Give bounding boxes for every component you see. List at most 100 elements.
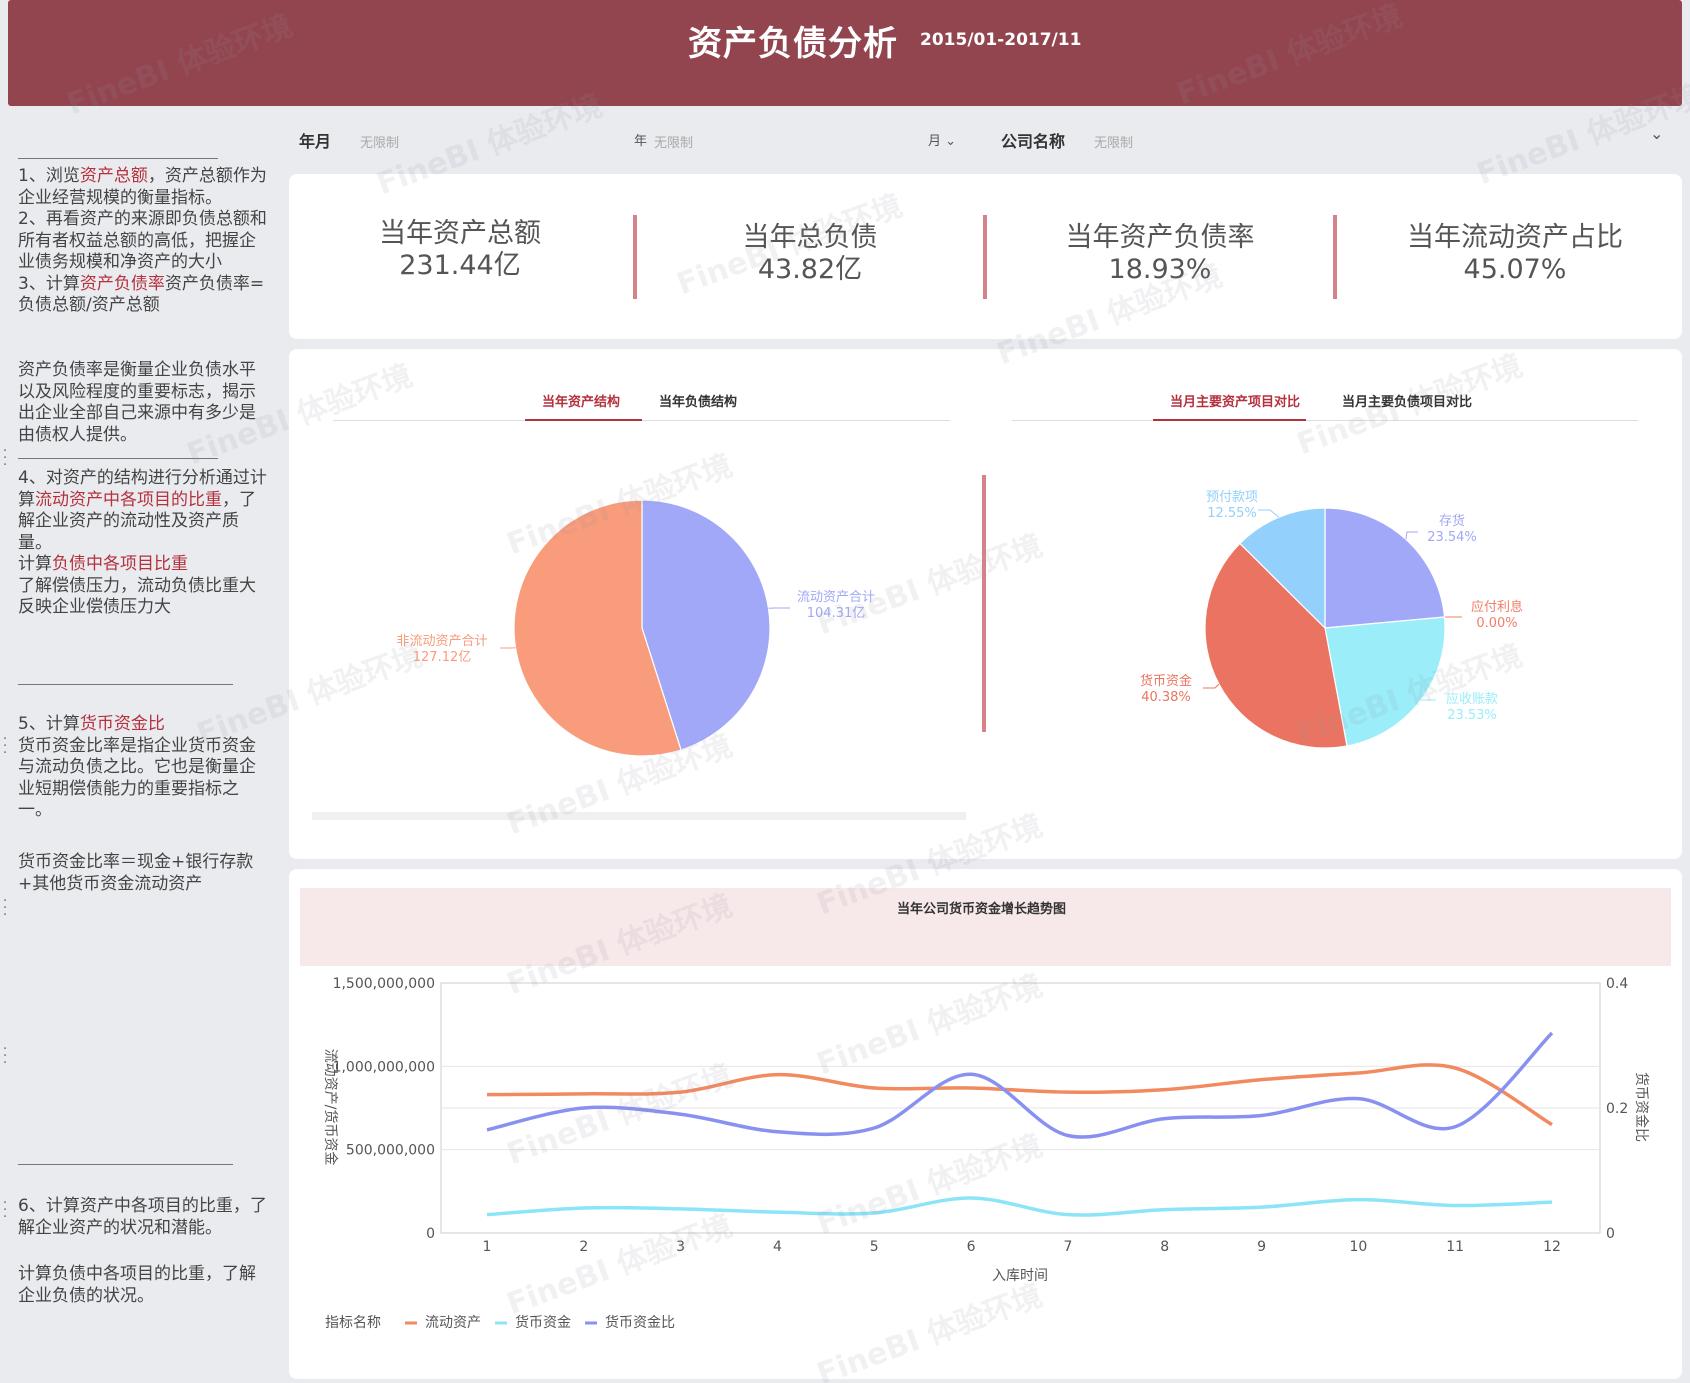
pie-slice[interactable] [641, 499, 771, 751]
x-tick-label: 3 [676, 1239, 685, 1255]
legend-item[interactable]: 货币资金比 [605, 1314, 675, 1331]
chart-title: 当年公司货币资金增长趋势图 [897, 902, 1067, 917]
y2-tick-label: 0.2 [1606, 1101, 1628, 1117]
x-tick-label: 6 [967, 1239, 976, 1255]
x-tick-label: 2 [579, 1239, 588, 1255]
divider [18, 158, 218, 159]
series-line[interactable] [486, 1196, 1553, 1217]
x-tick-label: 11 [1446, 1239, 1464, 1255]
chart-title-bar [300, 888, 1671, 966]
legend-item[interactable]: 货币资金 [515, 1314, 571, 1331]
filter-year-month-input[interactable]: 无限制 [360, 136, 400, 151]
legend-item[interactable]: 流动资产 [425, 1315, 481, 1331]
filter-year-input[interactable]: 无限制 [654, 136, 694, 151]
y-tick-label: 500,000,000 [346, 1143, 435, 1159]
x-tick-label: 7 [1063, 1239, 1072, 1255]
pie-slice[interactable] [1239, 507, 1326, 630]
dashboard-header: 资产负债分析 2015/01-2017/11 [8, 0, 1682, 106]
tab-main-liabilities-compare[interactable]: 当月主要负债项目对比 [1342, 395, 1473, 410]
tab-asset-structure[interactable]: 当年资产结构 [542, 395, 621, 410]
tab-bar-right [1012, 420, 1638, 421]
kpi-total-liabilities: 当年总负债 43.82亿 [742, 222, 878, 285]
pie-label-value: 104.31亿 [807, 606, 866, 621]
pie-label-name: 存货 [1439, 513, 1465, 529]
x-tick-label: 9 [1257, 1239, 1266, 1255]
pie-leader-line [1258, 509, 1280, 518]
kpi-current-asset-ratio: 当年流动资产占比 45.07% [1407, 222, 1623, 285]
pie-label-name: 货币资金 [1140, 673, 1192, 689]
kpi-debt-ratio: 当年资产负债率 18.93% [1065, 222, 1255, 285]
filter-year-month-label: 年月 [299, 132, 332, 151]
kpi-divider [983, 215, 987, 299]
pie-leader-line [1203, 683, 1220, 689]
x-tick-label: 5 [870, 1239, 879, 1255]
kpi-total-assets: 当年资产总额 231.44亿 [379, 218, 541, 281]
x-tick-label: 4 [773, 1239, 782, 1255]
pie-label-value: 23.54% [1427, 530, 1477, 545]
pie-label-name: 预付款项 [1206, 490, 1258, 505]
divider [18, 684, 233, 685]
x-tick-label: 8 [1160, 1239, 1169, 1255]
filter-company-input[interactable]: 无限制 [1094, 136, 1134, 151]
pie-label-name: 应付利息 [1471, 599, 1523, 615]
pie-label-value: 127.12亿 [413, 650, 472, 665]
drag-handle[interactable]: · · · [3, 1196, 8, 1225]
x-tick-label: 10 [1349, 1239, 1367, 1255]
filter-company-label: 公司名称 [1001, 132, 1066, 151]
note-7: 计算负债中各项目的比重，了解企业负债的状况。 [18, 1264, 256, 1306]
pie-leader-line [1405, 531, 1418, 540]
kpi-divider [633, 215, 637, 299]
note-4: 5、计算货币资金比 货币资金比率是指企业货币资金与流动负债之比。它也是衡量企业短… [18, 714, 256, 820]
x-tick-label: 1 [483, 1239, 492, 1255]
pie-label-name: 流动资产合计 [797, 590, 875, 605]
page-title: 资产负债分析 [688, 24, 898, 64]
sidebar-notes: 1、浏览资产总额，资产总额作为企业经营规模的衡量指标。 2、再看资产的来源即负债… [0, 108, 285, 1383]
divider [18, 458, 218, 459]
drag-handle[interactable]: · · · [3, 1042, 8, 1071]
x-axis-label: 入库时间 [992, 1268, 1048, 1284]
legend-title: 指标名称 [325, 1315, 381, 1331]
date-range: 2015/01-2017/11 [920, 30, 1082, 50]
filter-month-select[interactable]: 月 ⌄ [928, 134, 957, 149]
y-tick-label: 0 [426, 1226, 435, 1242]
note-2: 资产负债率是衡量企业负债水平以及风险程度的重要标志，揭示出企业全部自己来源中有多… [18, 360, 256, 445]
series-line[interactable] [486, 1063, 1553, 1127]
tab-active-indicator [525, 419, 642, 421]
note-5: 货币资金比率＝现金+银行存款+其他货币资金流动资产 [18, 852, 254, 894]
pie-label-value: 23.53% [1447, 708, 1497, 723]
pie-label-value: 12.55% [1207, 506, 1257, 521]
note-1: 1、浏览资产总额，资产总额作为企业经营规模的衡量指标。 2、再看资产的来源即负债… [18, 166, 267, 315]
y2-axis-label: 货币资金比 [1633, 1072, 1650, 1142]
chevron-down-icon: ⌄ [945, 134, 957, 149]
pie-slice[interactable] [513, 499, 682, 757]
pie-label-value: 0.00% [1476, 616, 1517, 631]
drag-handle[interactable]: · · · [3, 894, 8, 923]
pie-divider [982, 475, 986, 732]
series-line[interactable] [486, 1031, 1554, 1139]
chevron-down-icon[interactable]: ⌄ [1650, 124, 1664, 143]
tab-main-assets-compare[interactable]: 当月主要资产项目对比 [1170, 395, 1301, 410]
tab-liability-structure[interactable]: 当年负债结构 [659, 395, 738, 410]
note-6: 6、计算资产中各项目的比重，了解企业资产的状况和潜能。 [18, 1196, 267, 1238]
pie-label-name: 非流动资产合计 [396, 634, 487, 649]
divider [18, 1164, 233, 1165]
filter-year-label: 年 [634, 134, 648, 149]
x-tick-label: 12 [1543, 1239, 1561, 1255]
drag-handle[interactable]: · · · [3, 444, 8, 473]
tab-active-indicator [1153, 419, 1306, 421]
y-tick-label: 1,000,000,000 [333, 1059, 435, 1075]
y2-tick-label: 0 [1606, 1226, 1615, 1242]
pie-label-name: 应收账款 [1446, 691, 1498, 707]
y-tick-label: 1,500,000,000 [333, 976, 435, 992]
y-axis-label: 流动资产/货币资金 [322, 1049, 339, 1166]
y2-tick-label: 0.4 [1606, 976, 1628, 992]
note-3: 4、对资产的结构进行分析通过计算流动资产中各项目的比重，了解企业资产的流动性及资… [18, 468, 267, 617]
pie-label-value: 40.38% [1141, 690, 1191, 705]
drag-handle[interactable]: · · · [3, 732, 8, 761]
kpi-divider [1333, 215, 1337, 299]
scrollbar[interactable] [312, 812, 966, 820]
